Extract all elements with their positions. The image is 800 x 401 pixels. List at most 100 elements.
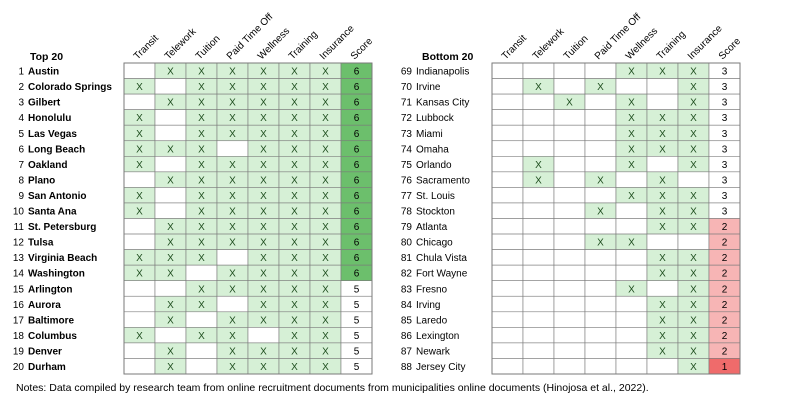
check-mark: X bbox=[566, 98, 573, 109]
benefit-cell bbox=[491, 140, 524, 157]
benefit-cell bbox=[491, 187, 524, 204]
city-label: Durham bbox=[28, 362, 66, 373]
check-mark: X bbox=[322, 191, 329, 202]
benefit-cell bbox=[522, 327, 555, 344]
city-label: Irvine bbox=[416, 82, 441, 93]
check-mark: X bbox=[291, 238, 298, 249]
check-mark: X bbox=[628, 144, 635, 155]
rank-label: 11 bbox=[14, 222, 25, 233]
check-mark: X bbox=[690, 362, 697, 373]
benefit-cell bbox=[553, 249, 586, 266]
benefit-cell bbox=[491, 311, 524, 328]
city-label: Lubbock bbox=[416, 113, 455, 124]
benefit-cell bbox=[553, 311, 586, 328]
check-mark: X bbox=[229, 362, 236, 373]
city-label: Tulsa bbox=[28, 238, 54, 249]
check-mark: X bbox=[167, 144, 174, 155]
check-mark: X bbox=[136, 207, 143, 218]
rank-label: 7 bbox=[18, 160, 24, 171]
check-mark: X bbox=[136, 129, 143, 140]
city-label: San Antonio bbox=[28, 191, 87, 202]
column-header: Tuition bbox=[194, 33, 223, 62]
rank-label: 80 bbox=[401, 238, 413, 249]
benefit-cell bbox=[584, 218, 617, 235]
benefit-cell bbox=[216, 140, 249, 157]
check-mark: X bbox=[291, 98, 298, 109]
city-label: Newark bbox=[416, 346, 451, 357]
check-mark: X bbox=[690, 346, 697, 357]
benefit-cell bbox=[553, 171, 586, 188]
check-mark: X bbox=[198, 191, 205, 202]
city-label: Jersey City bbox=[416, 362, 465, 373]
benefit-cell bbox=[491, 264, 524, 281]
check-mark: X bbox=[659, 300, 666, 311]
check-mark: X bbox=[260, 300, 267, 311]
score-value: 5 bbox=[354, 331, 360, 342]
check-mark: X bbox=[322, 129, 329, 140]
benefit-cell bbox=[491, 156, 524, 173]
city-label: Indianapolis bbox=[416, 67, 469, 78]
check-mark: X bbox=[229, 331, 236, 342]
benefit-cell bbox=[123, 233, 156, 250]
check-mark: X bbox=[136, 269, 143, 280]
rank-label: 17 bbox=[13, 315, 25, 326]
benefit-cell bbox=[646, 156, 679, 173]
score-value: 6 bbox=[354, 191, 360, 202]
check-mark: X bbox=[136, 160, 143, 171]
benefit-cell bbox=[584, 295, 617, 313]
city-label: Baltimore bbox=[28, 315, 75, 326]
score-value: 2 bbox=[722, 284, 728, 295]
rank-label: 71 bbox=[401, 98, 413, 109]
benefit-cell bbox=[491, 280, 524, 297]
check-mark: X bbox=[659, 191, 666, 202]
rank-label: 85 bbox=[401, 315, 413, 326]
benefit-cell bbox=[185, 264, 218, 281]
column-header: Transit bbox=[132, 33, 161, 62]
score-value: 3 bbox=[722, 175, 728, 186]
check-mark: X bbox=[229, 175, 236, 186]
city-label: Irving bbox=[416, 300, 440, 311]
score-value: 2 bbox=[722, 346, 728, 357]
check-mark: X bbox=[690, 144, 697, 155]
benefit-cell bbox=[522, 187, 555, 204]
benefit-cell bbox=[123, 62, 156, 79]
benefit-cell bbox=[615, 264, 648, 281]
check-mark: X bbox=[628, 98, 635, 109]
score-value: 5 bbox=[354, 284, 360, 295]
benefit-cell bbox=[615, 249, 648, 266]
benefit-cell bbox=[584, 124, 617, 142]
benefit-cell bbox=[491, 342, 524, 359]
check-mark: X bbox=[229, 284, 236, 295]
rank-label: 20 bbox=[13, 362, 25, 373]
check-mark: X bbox=[690, 207, 697, 218]
check-mark: X bbox=[597, 175, 604, 186]
check-mark: X bbox=[167, 346, 174, 357]
benefit-cell bbox=[185, 342, 218, 359]
city-label: Laredo bbox=[416, 315, 448, 326]
score-value: 2 bbox=[722, 238, 728, 249]
benefit-cell bbox=[522, 264, 555, 281]
check-mark: X bbox=[291, 300, 298, 311]
check-mark: X bbox=[322, 238, 329, 249]
benefit-cell bbox=[123, 358, 156, 375]
check-mark: X bbox=[136, 331, 143, 342]
rank-label: 75 bbox=[401, 160, 413, 171]
check-mark: X bbox=[260, 129, 267, 140]
benefit-cell bbox=[123, 93, 156, 110]
rank-label: 13 bbox=[13, 253, 25, 264]
rank-label: 86 bbox=[401, 331, 413, 342]
column-header: Tuition bbox=[562, 33, 591, 62]
check-mark: X bbox=[167, 315, 174, 326]
benefit-cell bbox=[615, 358, 648, 375]
check-mark: X bbox=[322, 207, 329, 218]
check-mark: X bbox=[322, 67, 329, 78]
benefit-cell bbox=[584, 156, 617, 173]
benefit-cell bbox=[154, 280, 187, 297]
check-mark: X bbox=[229, 207, 236, 218]
check-mark: X bbox=[322, 300, 329, 311]
check-mark: X bbox=[322, 98, 329, 109]
benefit-cell bbox=[584, 140, 617, 157]
benefit-cell bbox=[646, 280, 679, 297]
check-mark: X bbox=[322, 331, 329, 342]
